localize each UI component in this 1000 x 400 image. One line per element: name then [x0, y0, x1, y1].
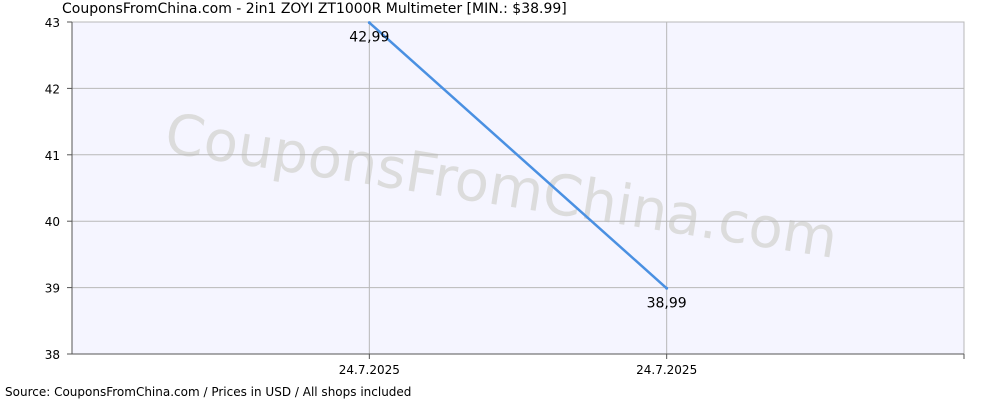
y-axis-ticks: 38 39 40 41 42 43 [45, 16, 72, 362]
series-price [367, 21, 669, 290]
data-label: 38,99 [647, 295, 687, 311]
point-labels: 42,99 38,99 [349, 30, 686, 312]
x-tick-label: 24.7.2025 [339, 363, 400, 377]
series-line [368, 21, 668, 290]
axes [71, 22, 964, 355]
chart-title: CouponsFromChina.com - 2in1 ZOYI ZT1000R… [62, 1, 567, 17]
x-tick-label: 24.7.2025 [636, 363, 697, 377]
data-point [665, 286, 669, 290]
data-label: 42,99 [349, 30, 389, 46]
y-tick-label: 39 [45, 282, 60, 296]
x-axis-ticks: 24.7.2025 24.7.2025 [339, 354, 965, 377]
y-tick-label: 38 [45, 348, 60, 362]
plot-area [71, 21, 965, 355]
data-point [367, 21, 371, 25]
y-tick-label: 42 [45, 82, 60, 96]
chart-footer: Source: CouponsFromChina.com / Prices in… [5, 385, 412, 399]
y-tick-label: 43 [45, 16, 60, 30]
y-tick-label: 40 [45, 215, 60, 229]
y-tick-label: 41 [45, 149, 60, 163]
